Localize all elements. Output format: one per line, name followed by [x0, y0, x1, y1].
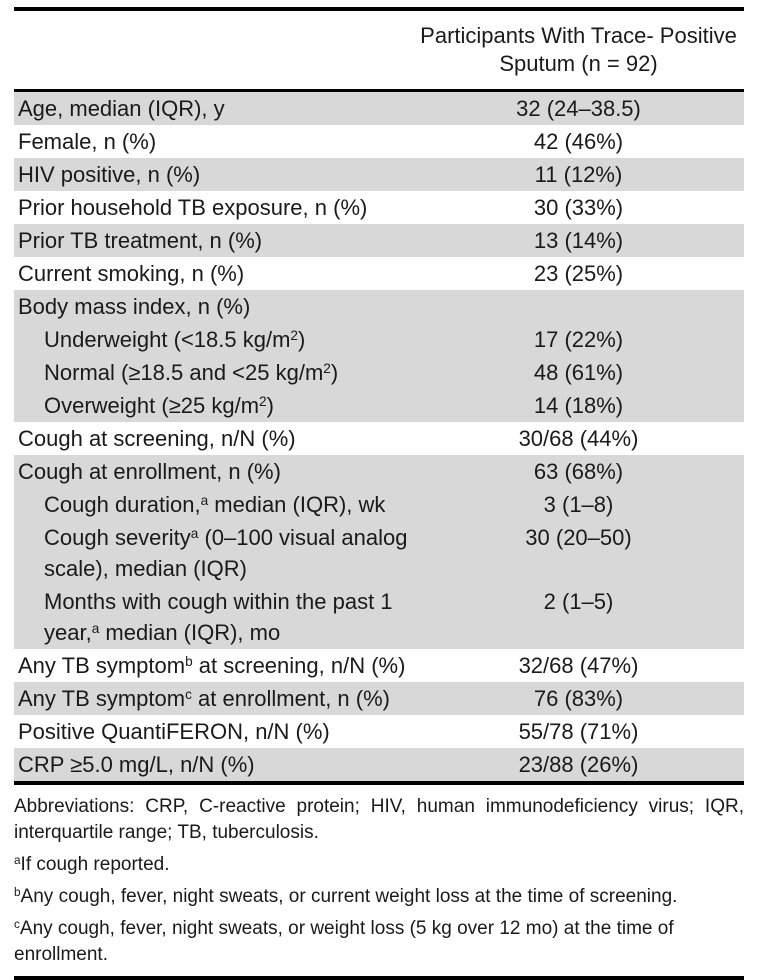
footnote-marker: b: [14, 886, 21, 900]
value-column-header: Participants With Trace- Positive Sputum…: [413, 22, 744, 78]
row-label: Cough duration,a median (IQR), wk: [44, 492, 386, 517]
superscript-marker: a: [200, 493, 209, 509]
bottom-rule: [14, 976, 744, 980]
value-column-header-line1: Participants With Trace- Positive: [420, 23, 737, 48]
table-row: Any TB symptomc at enrollment, n (%) 76 (…: [14, 682, 744, 715]
table-row: Underweight (<18.5 kg/m2) 17 (22%): [14, 323, 744, 356]
row-value: 30/68 (44%): [518, 426, 639, 451]
superscript-marker: 2: [259, 394, 267, 410]
footnote-list: aIf cough reported. bAny cough, fever, ni…: [14, 852, 744, 968]
row-value: 42 (46%): [533, 129, 624, 154]
row-value: 32 (24–38.5): [516, 96, 641, 121]
row-value: 55/78 (71%): [518, 719, 639, 744]
row-label: Overweight (≥25 kg/m2): [44, 393, 274, 418]
row-label: Cough at screening, n/N (%): [18, 426, 296, 451]
footnote-marker: c: [14, 918, 20, 932]
footnote: bAny cough, fever, night sweats, or curr…: [14, 886, 678, 907]
row-label: Positive QuantiFERON, n/N (%): [18, 719, 330, 744]
table-row: Prior household TB exposure, n (%) 30 (33…: [14, 191, 744, 224]
table-row: Current smoking, n (%) 23 (25%): [14, 257, 744, 290]
row-label: CRP ≥5.0 mg/L, n/N (%): [18, 752, 255, 777]
row-value: 48 (61%): [533, 360, 624, 385]
footnote: cAny cough, fever, night sweats, or weig…: [14, 918, 674, 965]
superscript-marker: b: [185, 654, 193, 670]
table-row: Any TB symptomb at screening, n/N (%) 32/…: [14, 649, 744, 682]
table-row: Overweight (≥25 kg/m2) 14 (18%): [14, 389, 744, 422]
table-row: Positive QuantiFERON, n/N (%) 55/78 (71%): [14, 715, 744, 748]
superscript-marker: 2: [290, 328, 298, 344]
row-label: Normal (≥18.5 and <25 kg/m2): [44, 360, 339, 385]
row-label: Cough severitya (0–100 visual analog scal…: [44, 525, 408, 581]
row-label: Prior TB treatment, n (%): [18, 228, 263, 253]
footnote-marker: a: [14, 854, 21, 868]
row-value: 11 (12%): [534, 162, 623, 187]
row-value: 3 (1–8): [543, 492, 614, 517]
row-label: Months with cough within the past 1 year,…: [44, 589, 393, 645]
superscript-marker: c: [185, 687, 192, 703]
row-value: 2 (1–5): [543, 589, 614, 614]
row-label: Prior household TB exposure, n (%): [18, 195, 368, 220]
table-row: HIV positive, n (%) 11 (12%): [14, 158, 744, 191]
table-row: Prior TB treatment, n (%) 13 (14%): [14, 224, 744, 257]
superscript-marker: 2: [323, 361, 331, 377]
row-value: 30 (33%): [533, 195, 624, 220]
row-value: 14 (18%): [533, 393, 624, 418]
table-row: Cough severitya (0–100 visual analog scal…: [14, 521, 744, 585]
row-value: 23/88 (26%): [518, 752, 639, 777]
row-label: Body mass index, n (%): [18, 294, 251, 319]
row-label: Any TB symptomc at enrollment, n (%): [18, 686, 390, 711]
value-column-header-line2: Sputum (n = 92): [499, 51, 658, 76]
row-value: 23 (25%): [533, 261, 624, 286]
table-header: Participants With Trace- Positive Sputum…: [14, 11, 744, 89]
abbreviations-note: Abbreviations: CRP, C-reactive protein; …: [14, 796, 744, 843]
footnotes-section: Abbreviations: CRP, C-reactive protein; …: [14, 785, 744, 976]
row-label: HIV positive, n (%): [18, 162, 201, 187]
row-label: Cough at enrollment, n (%): [18, 459, 281, 484]
row-value: 76 (83%): [533, 686, 624, 711]
row-label: Female, n (%): [18, 129, 157, 154]
table-row: Months with cough within the past 1 year,…: [14, 585, 744, 649]
table-row: Cough at enrollment, n (%) 63 (68%): [14, 455, 744, 488]
header-label-spacer: [14, 22, 413, 78]
table-row: Female, n (%) 42 (46%): [14, 125, 744, 158]
table-row: CRP ≥5.0 mg/L, n/N (%) 23/88 (26%): [14, 748, 744, 781]
row-label: Any TB symptomb at screening, n/N (%): [18, 653, 406, 678]
row-value: 32/68 (47%): [518, 653, 639, 678]
top-rule: [14, 7, 744, 11]
table-body: Age, median (IQR), y 32 (24–38.5) Female, …: [14, 92, 744, 781]
superscript-marker: a: [91, 621, 100, 637]
row-label: Underweight (<18.5 kg/m2): [44, 327, 306, 352]
footnote: aIf cough reported.: [14, 854, 170, 875]
superscript-marker: a: [190, 526, 199, 542]
characteristics-table: Participants With Trace- Positive Sputum…: [14, 7, 744, 980]
header-rule: [14, 89, 744, 92]
row-value: 63 (68%): [533, 459, 624, 484]
table-row: Cough at screening, n/N (%) 30/68 (44%): [14, 422, 744, 455]
table-row: Age, median (IQR), y 32 (24–38.5): [14, 92, 744, 125]
body-end-rule: [14, 781, 744, 785]
row-value: 13 (14%): [533, 228, 624, 253]
row-label: Current smoking, n (%): [18, 261, 245, 286]
table-row: Cough duration,a median (IQR), wk 3 (1–8): [14, 488, 744, 521]
table-row: Body mass index, n (%): [14, 290, 744, 323]
table-row: Normal (≥18.5 and <25 kg/m2) 48 (61%): [14, 356, 744, 389]
row-value: [413, 291, 744, 322]
row-value: 17 (22%): [533, 327, 624, 352]
row-value: 30 (20–50): [525, 525, 632, 550]
row-label: Age, median (IQR), y: [18, 96, 225, 121]
